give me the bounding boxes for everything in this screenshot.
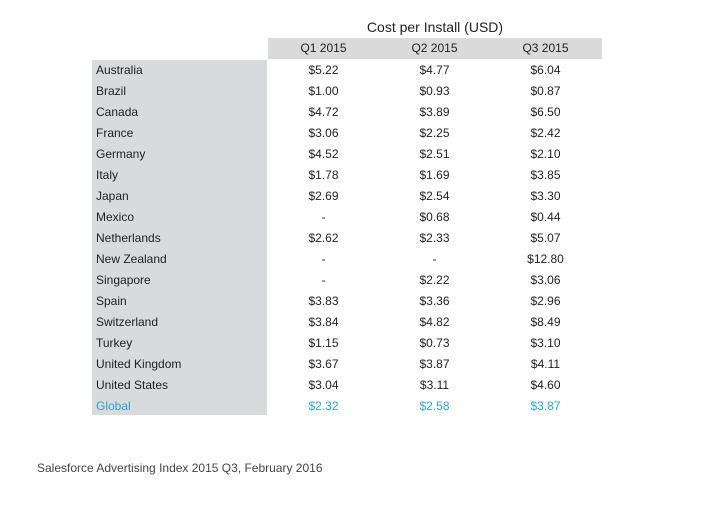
table-row: Japan $2.69 $2.54 $3.30 xyxy=(0,186,720,207)
row-label: Brazil xyxy=(96,84,127,98)
table-cell: $3.11 xyxy=(419,378,450,392)
table-cell: $0.93 xyxy=(419,84,450,98)
table-cell: $4.52 xyxy=(308,147,339,161)
table-row: New Zealand - - $12.80 xyxy=(0,249,720,270)
table-row: Spain $3.83 $3.36 $2.96 xyxy=(0,291,720,312)
table-cell: $0.73 xyxy=(419,336,450,350)
table-cell: $3.87 xyxy=(530,399,561,413)
table-cell: $0.68 xyxy=(419,210,450,224)
table-row: United Kingdom $3.67 $3.87 $4.11 xyxy=(0,354,720,375)
table-cell: $2.58 xyxy=(419,399,450,413)
table-cell: $2.33 xyxy=(419,231,450,245)
table-cell: $3.04 xyxy=(308,378,339,392)
table-cell: $4.77 xyxy=(419,63,450,77)
table-cell: $4.11 xyxy=(530,357,561,371)
table-row: Turkey $1.15 $0.73 $3.10 xyxy=(0,333,720,354)
column-header-q3: Q3 2015 xyxy=(522,41,569,55)
table-cell: $2.69 xyxy=(308,189,339,203)
table-cell: - xyxy=(432,252,437,266)
table-cell: - xyxy=(321,210,326,224)
table-cell: $1.69 xyxy=(419,168,450,182)
column-header-q2: Q2 2015 xyxy=(411,41,458,55)
row-label: New Zealand xyxy=(96,252,167,266)
table-cell: $2.32 xyxy=(308,399,339,413)
table-row: Brazil $1.00 $0.93 $0.87 xyxy=(0,81,720,102)
table-cell: $3.30 xyxy=(530,189,561,203)
table-cell: $2.96 xyxy=(530,294,561,308)
table-cell: $2.10 xyxy=(530,147,561,161)
column-header-q1: Q1 2015 xyxy=(300,41,347,55)
table-cell: $6.50 xyxy=(530,105,561,119)
table-cell: $1.00 xyxy=(308,84,339,98)
table-cell: - xyxy=(321,273,326,287)
row-label: Global xyxy=(96,399,131,413)
row-label: Switzerland xyxy=(96,315,159,329)
row-label: France xyxy=(96,126,134,140)
table-cell: $2.54 xyxy=(419,189,450,203)
row-label: United Kingdom xyxy=(96,357,182,371)
table-cell: $3.36 xyxy=(419,294,450,308)
table-cell: $3.06 xyxy=(530,273,561,287)
table-cell: $4.82 xyxy=(419,315,450,329)
table-cell: $5.07 xyxy=(530,231,561,245)
table-cell: $1.15 xyxy=(308,336,339,350)
table-cell: $6.04 xyxy=(530,63,561,77)
table-row: Australia $5.22 $4.77 $6.04 xyxy=(0,60,720,81)
row-label: Netherlands xyxy=(96,231,161,245)
table-cell: $3.89 xyxy=(419,105,450,119)
row-label-background xyxy=(92,60,267,415)
table-cell: $3.87 xyxy=(419,357,450,371)
source-note: Salesforce Advertising Index 2015 Q3, Fe… xyxy=(37,461,323,475)
table-row: Global $2.32 $2.58 $3.87 xyxy=(0,396,720,417)
table-cell: $2.25 xyxy=(419,126,450,140)
table-cell: $3.06 xyxy=(308,126,339,140)
table-body: Australia $5.22 $4.77 $6.04 Brazil $1.00 $0.93… xyxy=(0,60,720,417)
row-label: Turkey xyxy=(96,336,133,350)
table-cell: $0.44 xyxy=(530,210,561,224)
table-cell: $2.62 xyxy=(308,231,339,245)
table-row: Singapore - $2.22 $3.06 xyxy=(0,270,720,291)
table-cell: $2.51 xyxy=(419,147,450,161)
row-label: Japan xyxy=(96,189,129,203)
table-cell: $2.42 xyxy=(530,126,561,140)
table-row: Switzerland $3.84 $4.82 $8.49 xyxy=(0,312,720,333)
table-cell: $2.22 xyxy=(419,273,450,287)
table-cell: $12.80 xyxy=(527,252,564,266)
table-cell: $4.60 xyxy=(530,378,561,392)
row-label: Germany xyxy=(96,147,146,161)
table-cell: $4.72 xyxy=(308,105,339,119)
table-cell: $8.49 xyxy=(530,315,561,329)
table-cell: $0.87 xyxy=(530,84,561,98)
column-header-background xyxy=(268,38,602,59)
table-row: United States $3.04 $3.11 $4.60 xyxy=(0,375,720,396)
row-label: United States xyxy=(96,378,169,392)
table-cell: $5.22 xyxy=(308,63,339,77)
table-cell: $3.85 xyxy=(530,168,561,182)
table-row: France $3.06 $2.25 $2.42 xyxy=(0,123,720,144)
row-label: Spain xyxy=(96,294,127,308)
table-cell: $3.83 xyxy=(308,294,339,308)
table-row: Netherlands $2.62 $2.33 $5.07 xyxy=(0,228,720,249)
row-label: Canada xyxy=(96,105,139,119)
table-cell: $1.78 xyxy=(308,168,339,182)
row-label: Italy xyxy=(96,168,119,182)
table-cell: $3.10 xyxy=(530,336,561,350)
row-label: Singapore xyxy=(96,273,151,287)
table-cell: - xyxy=(321,252,326,266)
table-row: Italy $1.78 $1.69 $3.85 xyxy=(0,165,720,186)
table-title: Cost per Install (USD) xyxy=(366,19,504,35)
row-label: Mexico xyxy=(96,210,135,224)
table-row: Germany $4.52 $2.51 $2.10 xyxy=(0,144,720,165)
table-cell: $3.84 xyxy=(308,315,339,329)
table-cell: $3.67 xyxy=(308,357,339,371)
table-row: Canada $4.72 $3.89 $6.50 xyxy=(0,102,720,123)
row-label: Australia xyxy=(96,63,143,77)
table-row: Mexico - $0.68 $0.44 xyxy=(0,207,720,228)
